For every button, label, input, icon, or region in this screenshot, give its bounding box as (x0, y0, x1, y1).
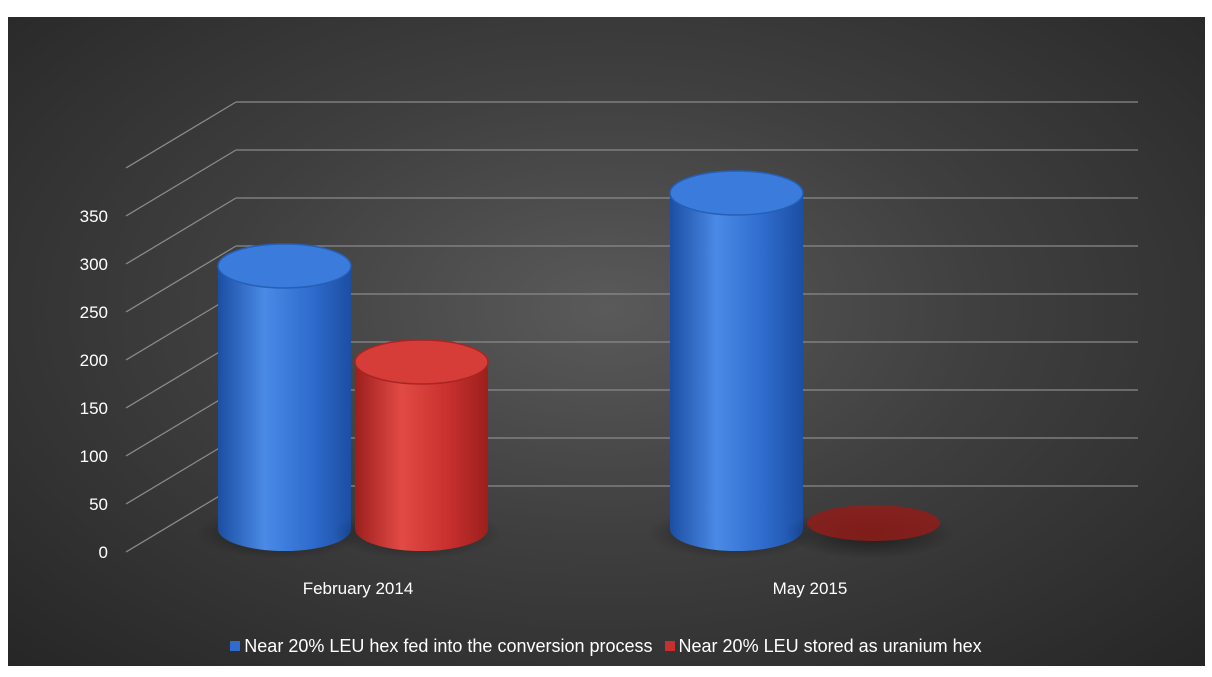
y-tick-label: 50 (89, 495, 108, 514)
y-tick-label: 100 (80, 447, 108, 466)
y-tick-label: 0 (99, 543, 108, 562)
chart-area: 0 50 100 150 200 250 300 350 February 2014 May 20… (8, 17, 1205, 666)
grid-diagonal-line (125, 197, 237, 265)
grid-diagonal-line (125, 245, 237, 313)
grid-diagonal-line (125, 485, 237, 553)
x-tick-label: February 2014 (303, 579, 414, 598)
chart-legend: Near 20% LEU hex fed into the conversion… (0, 633, 1212, 659)
legend-swatch-series-0 (230, 641, 241, 651)
bar-body (218, 265, 351, 551)
grid-diagonal-line (125, 389, 237, 457)
bar-body (670, 193, 803, 551)
y-tick-label: 350 (80, 207, 108, 226)
bar-top-zero (807, 505, 940, 541)
bar-body (355, 361, 488, 551)
grid-diagonal-line (125, 341, 237, 409)
bar-near-20-leu-stored-as-uranium-hex-1 (785, 505, 954, 559)
bar-top (217, 243, 352, 289)
x-tick-label: May 2015 (773, 579, 848, 598)
legend-entry-series-1: Near 20% LEU stored as uranium hex (664, 635, 982, 657)
y-tick-label: 150 (80, 399, 108, 418)
grid-diagonal-line (125, 101, 237, 169)
y-tick-label: 250 (80, 303, 108, 322)
legend-swatch-series-1 (664, 641, 675, 651)
bar-near-20-leu-stored-as-uranium-hex-0 (333, 339, 502, 559)
grid-diagonal-line (125, 149, 237, 217)
bar-near-20-leu-hex-fed-into-the-conversion-process-1 (648, 170, 817, 559)
legend-label-series-0: Near 20% LEU hex fed into the conversion… (244, 635, 653, 656)
grid-diagonal-line (125, 437, 237, 505)
grid-diagonal-line (125, 293, 237, 361)
legend-label-series-1: Near 20% LEU stored as uranium hex (678, 635, 982, 656)
bar-near-20-leu-hex-fed-into-the-conversion-process-0 (196, 243, 365, 559)
bar-top (669, 170, 804, 216)
y-tick-label: 300 (80, 255, 108, 274)
chart-title-cropped (0, 0, 1212, 18)
bar-top (354, 339, 489, 385)
y-tick-label: 200 (80, 351, 108, 370)
legend-entry-series-0: Near 20% LEU hex fed into the conversion… (230, 635, 653, 657)
chart-plot: 0 50 100 150 200 250 300 350 February 2014 May 20… (80, 101, 1138, 598)
